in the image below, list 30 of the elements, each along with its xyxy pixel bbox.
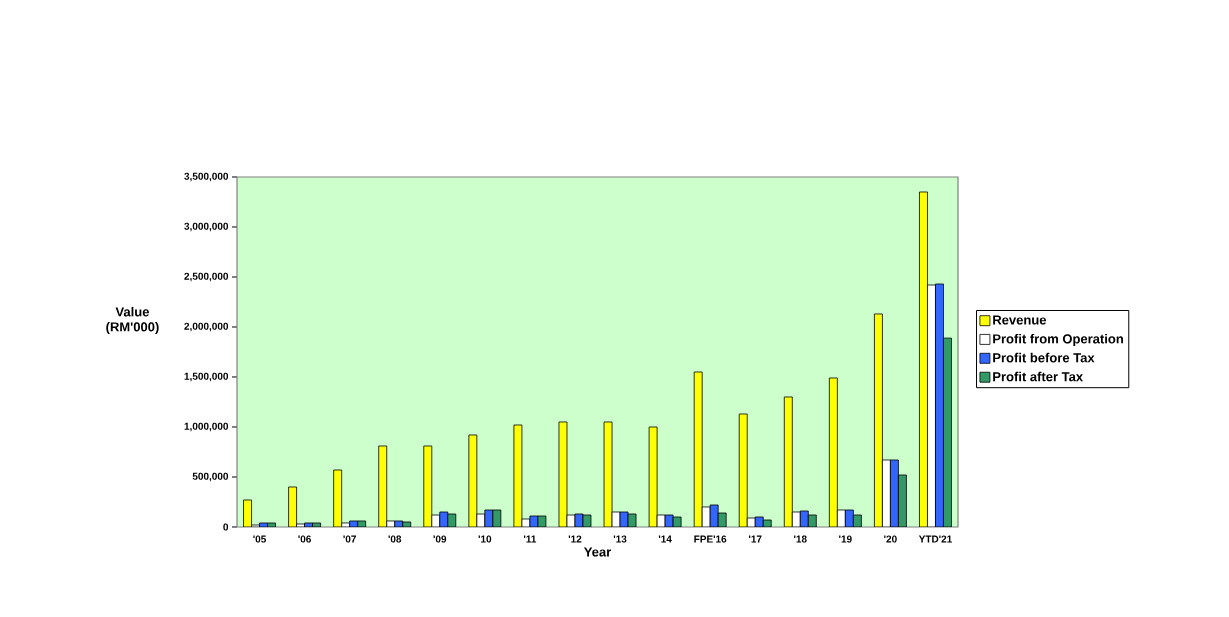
x-tick-label: '20 — [884, 535, 897, 543]
x-tick-label: '10 — [478, 535, 492, 543]
y-tick-label: 3,000,000 — [184, 222, 229, 232]
x-tick-label: YTD'21 — [918, 535, 952, 543]
x-tick-label: '05 — [253, 535, 267, 543]
y-tick-label: 500,000 — [192, 472, 229, 482]
x-tick-label: '08 — [388, 535, 402, 543]
x-tick-label: '13 — [613, 535, 627, 543]
y-axis-title: Value (RM'000) — [106, 306, 159, 335]
y-tick-label: 0 — [223, 523, 229, 531]
legend-label: Revenue — [993, 315, 1047, 325]
x-tick-label: '11 — [523, 535, 537, 543]
x-tick-label: '07 — [343, 535, 356, 543]
x-tick-label: '17 — [749, 535, 762, 543]
y-tick-label: 1,000,000 — [184, 422, 229, 432]
y-tick-label: 1,500,000 — [184, 372, 229, 382]
x-tick-label: '18 — [794, 535, 807, 543]
legend-label: Profit before Tax — [993, 352, 1095, 363]
x-tick-label: '12 — [568, 535, 582, 543]
x-tick-label: '06 — [298, 535, 311, 543]
x-tick-label: '14 — [658, 535, 672, 543]
x-axis-title: Year — [583, 547, 612, 557]
y-tick-label: 2,500,000 — [184, 272, 229, 282]
x-tick-label: '09 — [433, 535, 447, 543]
y-tick-label: 2,000,000 — [184, 322, 229, 332]
legend-label: Profit from Operation — [993, 333, 1123, 347]
legend-label: Profit after Tax — [993, 371, 1084, 382]
x-tick-label: '19 — [839, 535, 852, 543]
x-tick-label: FPE'16 — [694, 535, 727, 543]
y-tick-label: 3,500,000 — [184, 172, 229, 182]
